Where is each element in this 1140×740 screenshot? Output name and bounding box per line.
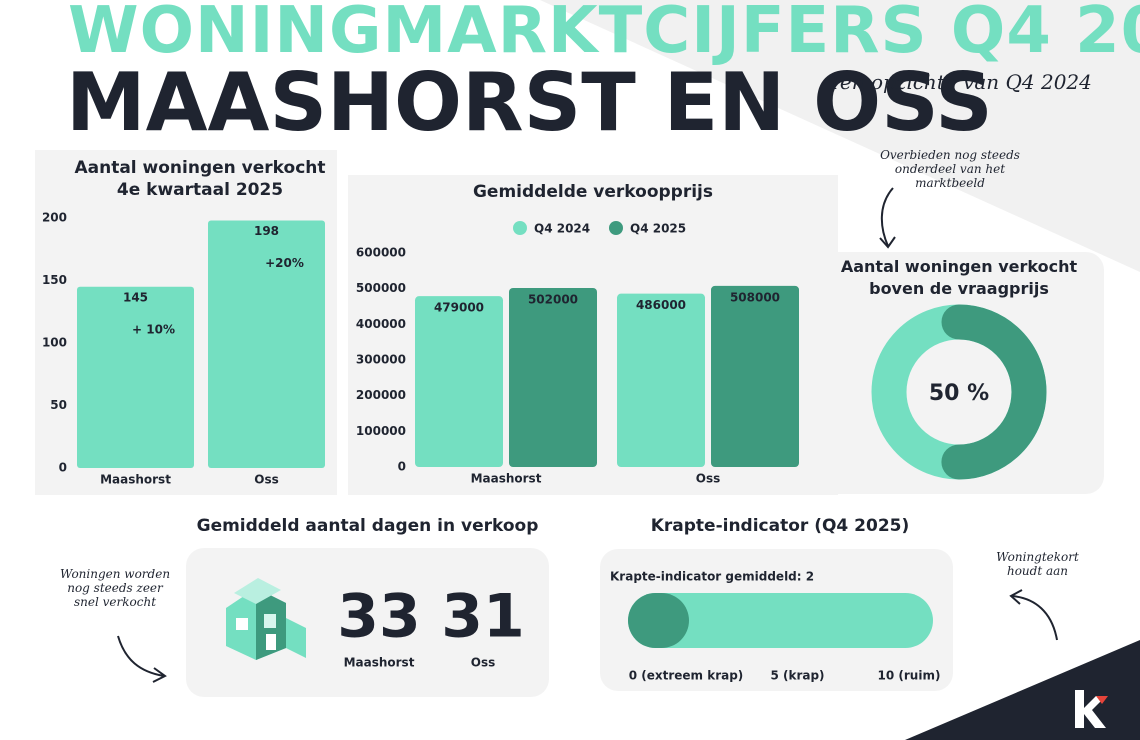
legend-swatch [609, 221, 623, 235]
gauge-fill [628, 593, 689, 648]
chart: 33 Maashorst 31 Oss [226, 578, 525, 670]
y-tick-label: 0 [59, 461, 67, 475]
legend-label: Q4 2025 [630, 222, 686, 236]
change-label: +20% [265, 256, 304, 270]
kpi-value: 31 [441, 582, 525, 652]
value-label: 502000 [528, 292, 578, 306]
y-tick-label: 300000 [356, 353, 406, 367]
bar [208, 220, 325, 468]
chart: 50 % [871, 304, 1047, 480]
x-tick-label: 10 (ruim) [878, 669, 941, 683]
note: Ten opzichte van Q4 2024 [828, 70, 1092, 94]
x-tick-label: Oss [254, 473, 279, 487]
x-tick-label: Maashorst [471, 472, 542, 486]
gauge-label: Krapte-indicator gemiddeld: 2 [610, 570, 814, 584]
bar [509, 287, 597, 467]
change-label: + 10% [132, 322, 175, 336]
chart-title: Gemiddelde verkoopprijs [472, 182, 714, 202]
chart-title: Aantal woningen verkocht 4e kwartaal 202… [74, 158, 326, 200]
y-tick-label: 500000 [356, 281, 406, 295]
value-label: 508000 [730, 290, 780, 304]
bar [415, 296, 503, 467]
kpi-value: 33 [337, 582, 421, 652]
chart-title: Krapte-indicator (Q4 2025) [650, 516, 910, 536]
value-label: 198 [254, 224, 279, 238]
chart-title: Gemiddeld aantal dagen in verkoop [196, 516, 539, 536]
x-tick-label: Maashorst [100, 473, 171, 487]
annotation: Overbieden nog steeds onderdeel van het … [880, 148, 1020, 190]
chart: Krapte-indicator gemiddeld: 2 0 (extreem … [610, 570, 941, 683]
y-tick-label: 200000 [356, 388, 406, 402]
annotation: Woningtekort houdt aan [996, 550, 1079, 578]
page-title: WONINGMARKTCIJFERS Q4 2025 [68, 0, 1140, 68]
y-tick-label: 100 [42, 336, 67, 350]
donut-arc [871, 304, 1047, 480]
value-label: 145 [123, 290, 148, 304]
legend-label: Q4 2024 [534, 222, 590, 236]
y-tick-label: 200 [42, 211, 67, 225]
value-label: 479000 [434, 301, 484, 315]
y-tick-label: 0 [398, 460, 406, 474]
bar [77, 286, 194, 468]
bar [617, 293, 705, 467]
gauge-track [628, 593, 933, 648]
y-tick-label: 100000 [356, 424, 406, 438]
y-tick-label: 50 [50, 398, 67, 412]
kpi-label: Maashorst [344, 656, 415, 670]
chart: 0 50 100 150 200 145 + 10% Maashorst 198 +20% Oss [42, 211, 325, 487]
y-tick-label: 400000 [356, 317, 406, 331]
value-label: 486000 [636, 298, 686, 312]
kpi-label: Oss [471, 656, 496, 670]
house-icon [226, 578, 306, 660]
legend-swatch [513, 221, 527, 235]
chart-title: Aantal woningen verkocht boven de vraagp… [840, 257, 1078, 298]
bar [711, 285, 799, 467]
x-tick-label: Oss [696, 472, 721, 486]
x-tick-label: 5 (krap) [770, 669, 824, 683]
x-tick-label: 0 (extreem krap) [629, 669, 744, 683]
y-tick-label: 600000 [356, 246, 406, 260]
annotation: Woningen worden nog steeds zeer snel ver… [59, 567, 171, 609]
page-subtitle: MAASHORST EN OSS [66, 56, 993, 149]
y-tick-label: 150 [42, 273, 67, 287]
chart: 0 100000 200000 300000 400000 500000 600000 Q4 … [356, 221, 799, 486]
donut-label: 50 % [929, 381, 989, 406]
